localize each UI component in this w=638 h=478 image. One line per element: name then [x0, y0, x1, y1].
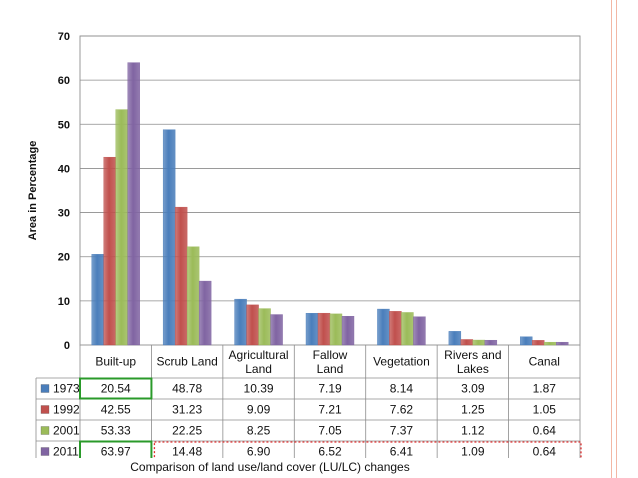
- highlight-box-builtup-2011: [79, 440, 153, 458]
- y-tick-label-10: 10: [58, 296, 70, 308]
- table-value-1992-built-up: 42.55: [101, 403, 131, 417]
- table-value-1973-agricultural-land: 10.39: [244, 382, 274, 396]
- table-value-1973-rivers-and-lakes: 3.09: [461, 382, 485, 396]
- table-value-2011-agricultural-land: 6.90: [247, 445, 271, 459]
- table-value-1992-fallow-land: 7.21: [318, 403, 342, 417]
- legend-swatch-2011: [40, 447, 50, 456]
- table-value-1973-canal: 1.87: [533, 382, 557, 396]
- bar-1973-canal: [520, 336, 533, 346]
- bar-2001-vegetation: [401, 312, 414, 346]
- table-value-1973-built-up: 20.54: [101, 382, 131, 396]
- table-value-1992-scrub-land: 31.23: [172, 403, 202, 417]
- bar-1973-rivers-and-lakes: [448, 331, 462, 346]
- bar-1973-built-up: [91, 254, 104, 346]
- bar-2011-agricultural-land: [270, 314, 283, 346]
- legend-label-1973: 1973: [53, 382, 80, 396]
- y-tick-label-40: 40: [58, 163, 70, 175]
- table-value-2001-canal: 0.64: [533, 424, 557, 438]
- bar-1992-vegetation: [389, 311, 402, 346]
- figure-caption: Comparison of land use/land cover (LU/LC…: [130, 460, 410, 474]
- table-value-2001-built-up: 53.33: [101, 424, 131, 438]
- table-value-1992-rivers-and-lakes: 1.25: [461, 403, 485, 417]
- bar-1992-rivers-and-lakes: [460, 339, 474, 346]
- bar-2001-canal: [544, 341, 557, 346]
- table-value-2011-vegetation: 6.41: [390, 445, 414, 459]
- table-value-1973-vegetation: 8.14: [390, 382, 414, 396]
- bar-1992-fallow-land: [317, 312, 331, 346]
- table-value-2001-vegetation: 7.37: [390, 424, 414, 438]
- legend-label-2001: 2001: [53, 424, 80, 438]
- table-value-2001-scrub-land: 22.25: [172, 424, 202, 438]
- y-tick-label-50: 50: [58, 119, 70, 131]
- bar-2011-fallow-land: [341, 316, 355, 346]
- legend-swatch-1973: [40, 384, 50, 393]
- bar-2011-built-up: [127, 62, 140, 346]
- legend-swatch-1992: [40, 405, 50, 414]
- table-value-2001-fallow-land: 7.05: [318, 424, 342, 438]
- bar-chart: 0 10 20 30 40 50 60 70 Area in Percentage Built-u…: [27, 31, 582, 459]
- table-value-1992-agricultural-land: 9.09: [247, 403, 271, 417]
- category-label-scrub-land: Scrub Land: [156, 355, 217, 369]
- bar-2001-built-up: [115, 109, 128, 346]
- table-value-1992-canal: 1.05: [533, 403, 557, 417]
- slide-border-line: [611, 0, 612, 478]
- y-tick-label-30: 30: [58, 208, 70, 220]
- bar-2011-rivers-and-lakes: [484, 339, 498, 346]
- bar-1992-canal: [532, 340, 545, 346]
- bar-1992-built-up: [103, 156, 116, 346]
- highlight-box-builtup-1973: [79, 377, 153, 400]
- category-label-built-up: Built-up: [95, 355, 136, 369]
- table-value-2011-fallow-land: 6.52: [318, 445, 342, 459]
- highlight-box-2011-decline: [153, 441, 582, 458]
- bar-2011-scrub-land: [198, 280, 212, 346]
- bar-2001-rivers-and-lakes: [472, 339, 486, 346]
- bar-2001-fallow-land: [329, 313, 343, 346]
- bar-1973-vegetation: [377, 308, 390, 346]
- bar-1992-scrub-land: [174, 206, 188, 346]
- table-value-2011-rivers-and-lakes: 1.09: [461, 445, 485, 459]
- table-value-2011-canal: 0.64: [533, 445, 557, 459]
- table-value-1973-scrub-land: 48.78: [172, 382, 202, 396]
- bar-1973-scrub-land: [162, 129, 176, 346]
- plot-area: [79, 35, 581, 346]
- category-label-fallow-land: Fallow Land: [313, 348, 348, 376]
- table-value-2011-scrub-land: 14.48: [172, 445, 202, 459]
- bar-2011-canal: [556, 341, 569, 346]
- category-label-rivers-and-lakes: Rivers and Lakes: [444, 348, 501, 376]
- table-value-1973-fallow-land: 7.19: [318, 382, 342, 396]
- table-value-2001-rivers-and-lakes: 1.12: [461, 424, 485, 438]
- table-value-2011-built-up: 63.97: [101, 445, 131, 459]
- category-label-vegetation: Vegetation: [373, 355, 430, 369]
- category-label-canal: Canal: [529, 355, 560, 369]
- legend-label-2011: 2011: [53, 445, 79, 459]
- bar-2001-scrub-land: [186, 246, 200, 346]
- y-tick-label-20: 20: [58, 252, 70, 264]
- y-tick-label-60: 60: [58, 75, 70, 87]
- legend-label-1992: 1992: [53, 403, 80, 417]
- bar-1992-agricultural-land: [246, 304, 259, 346]
- bar-2001-agricultural-land: [258, 308, 271, 346]
- category-label-agricultural-land: Agricultural Land: [229, 348, 289, 376]
- table-value-2001-agricultural-land: 8.25: [247, 424, 271, 438]
- bar-2011-vegetation: [413, 316, 426, 346]
- y-tick-label-70: 70: [58, 31, 70, 43]
- slide-border-line-2: [616, 0, 617, 478]
- y-axis-label: Area in Percentage: [27, 141, 39, 241]
- bar-1973-fallow-land: [305, 313, 319, 346]
- legend-swatch-2001: [40, 426, 50, 435]
- y-tick-label-0: 0: [64, 340, 70, 352]
- table-value-1992-vegetation: 7.62: [390, 403, 414, 417]
- bar-1973-agricultural-land: [234, 298, 247, 346]
